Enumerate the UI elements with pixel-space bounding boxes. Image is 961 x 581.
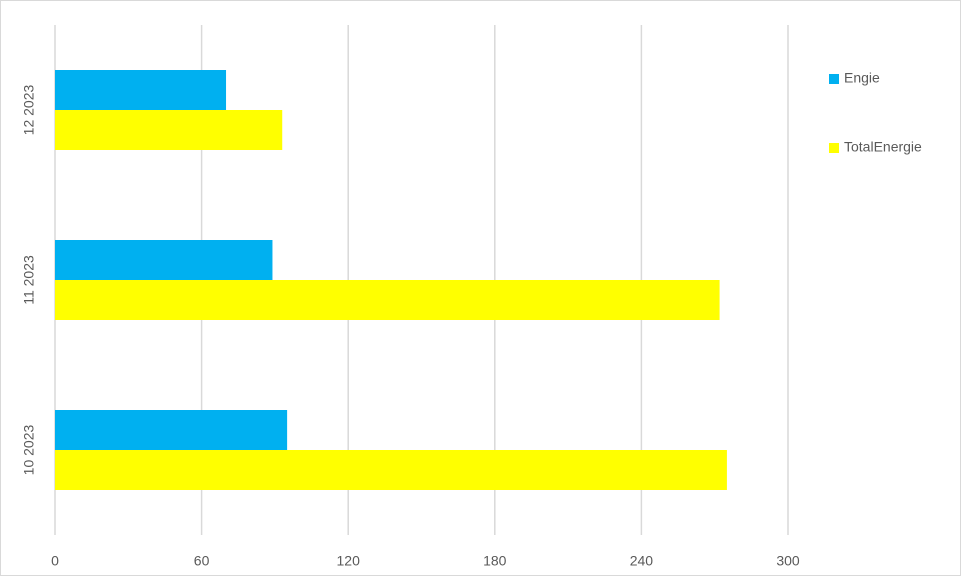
legend-swatch (829, 74, 839, 84)
y-tick-label: 12 2023 (21, 84, 37, 135)
x-tick-label: 180 (483, 553, 507, 569)
legend-label: TotalEnergie (844, 139, 922, 155)
bar (55, 450, 727, 490)
x-tick-label: 300 (776, 553, 800, 569)
x-tick-label: 60 (194, 553, 210, 569)
bar (55, 280, 720, 320)
y-tick-label: 11 2023 (21, 255, 37, 305)
x-tick-label: 0 (51, 553, 59, 569)
legend-label: Engie (844, 70, 880, 86)
bar (55, 410, 288, 450)
bar (55, 240, 273, 280)
bar (55, 70, 227, 110)
legend-swatch (829, 143, 839, 153)
bar (55, 110, 283, 150)
x-tick-label: 120 (337, 553, 361, 569)
y-tick-label: 10 2023 (21, 424, 37, 475)
x-tick-label: 240 (630, 553, 654, 569)
